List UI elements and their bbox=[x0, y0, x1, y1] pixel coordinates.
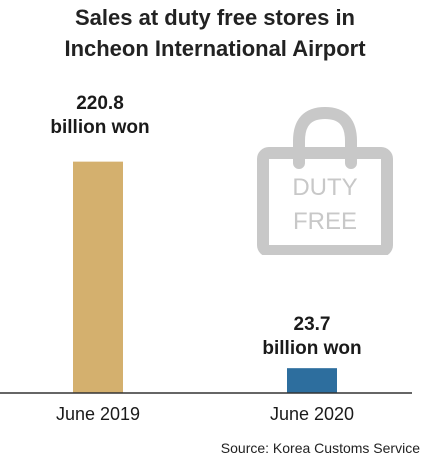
value-label-june-2019: 220.8 billion won bbox=[20, 92, 180, 140]
x-tick-label-june-2020: June 2020 bbox=[269, 404, 355, 424]
bar-june-2019 bbox=[73, 161, 123, 393]
bar-june-2020 bbox=[287, 368, 337, 393]
x-tick-label-june-2019: June 2019 bbox=[55, 404, 141, 424]
chart-title-line-1: Sales at duty free stores in bbox=[75, 5, 355, 30]
chart-title: Sales at duty free stores in Incheon Int… bbox=[0, 2, 430, 64]
shopping-bag-icon: DUTY FREE bbox=[257, 106, 393, 255]
value-label-unit: billion won bbox=[50, 117, 150, 138]
value-label-unit: billion won bbox=[262, 338, 362, 359]
source-note: Source: Korea Customs Service bbox=[220, 440, 420, 456]
value-label-june-2020: 23.7 billion won bbox=[232, 313, 392, 361]
bars-group bbox=[73, 161, 337, 393]
bag-text-line-1: DUTY bbox=[292, 174, 357, 201]
bag-text-line-2: FREE bbox=[293, 208, 357, 235]
value-label-number: 220.8 bbox=[76, 93, 124, 114]
chart-title-line-2: Incheon International Airport bbox=[64, 36, 366, 61]
value-label-number: 23.7 bbox=[293, 314, 331, 335]
